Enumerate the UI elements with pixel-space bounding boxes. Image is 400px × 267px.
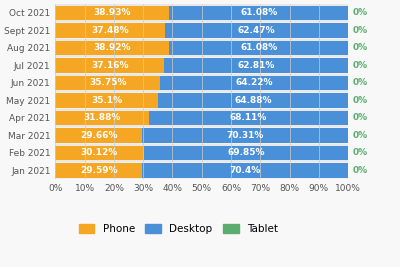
Bar	[56, 76, 160, 90]
Text: 0%: 0%	[352, 131, 368, 140]
Bar	[169, 6, 348, 20]
Bar	[158, 93, 348, 108]
Text: 29.66%: 29.66%	[80, 131, 118, 140]
Bar	[56, 23, 165, 38]
Bar	[56, 109, 348, 127]
Text: 0%: 0%	[352, 44, 368, 52]
Bar	[165, 23, 348, 38]
Bar	[144, 146, 348, 160]
Text: 29.59%: 29.59%	[80, 166, 118, 175]
Bar	[56, 163, 142, 178]
Bar	[149, 111, 348, 125]
Text: 31.88%: 31.88%	[83, 113, 121, 123]
Bar	[56, 93, 158, 108]
Bar	[56, 41, 169, 55]
Text: 37.16%: 37.16%	[91, 61, 128, 70]
Bar	[164, 58, 348, 73]
Bar	[142, 128, 348, 143]
Text: 61.08%: 61.08%	[240, 9, 277, 17]
Text: 0%: 0%	[352, 166, 368, 175]
Text: 64.22%: 64.22%	[235, 78, 273, 88]
Text: 62.47%: 62.47%	[238, 26, 275, 35]
Bar	[56, 22, 348, 39]
Text: 0%: 0%	[352, 26, 368, 35]
Bar	[56, 146, 144, 160]
Text: 38.93%: 38.93%	[94, 9, 131, 17]
Bar	[56, 6, 169, 20]
Legend: Phone, Desktop, Tablet: Phone, Desktop, Tablet	[75, 219, 282, 238]
Text: 70.31%: 70.31%	[226, 131, 264, 140]
Bar	[56, 127, 348, 144]
Bar	[56, 39, 348, 57]
Text: 68.11%: 68.11%	[230, 113, 267, 123]
Text: 35.75%: 35.75%	[89, 78, 126, 88]
Text: 69.85%: 69.85%	[227, 148, 264, 158]
Bar	[56, 92, 348, 109]
Text: 0%: 0%	[352, 113, 368, 123]
Bar	[56, 58, 164, 73]
Bar	[56, 57, 348, 74]
Bar	[169, 41, 348, 55]
Text: 62.81%: 62.81%	[237, 61, 275, 70]
Bar	[56, 4, 348, 22]
Text: 61.08%: 61.08%	[240, 44, 277, 52]
Text: 35.1%: 35.1%	[91, 96, 122, 105]
Text: 70.4%: 70.4%	[229, 166, 261, 175]
Text: 64.88%: 64.88%	[234, 96, 272, 105]
Bar	[56, 128, 142, 143]
Text: 0%: 0%	[352, 148, 368, 158]
Text: 0%: 0%	[352, 78, 368, 88]
Text: 38.92%: 38.92%	[94, 44, 131, 52]
Bar	[56, 74, 348, 92]
Text: 37.48%: 37.48%	[92, 26, 129, 35]
Text: 0%: 0%	[352, 61, 368, 70]
Bar	[142, 163, 348, 178]
Bar	[56, 111, 149, 125]
Text: 0%: 0%	[352, 96, 368, 105]
Bar	[56, 162, 348, 179]
Bar	[56, 144, 348, 162]
Bar	[160, 76, 348, 90]
Text: 0%: 0%	[352, 9, 368, 17]
Text: 30.12%: 30.12%	[81, 148, 118, 158]
